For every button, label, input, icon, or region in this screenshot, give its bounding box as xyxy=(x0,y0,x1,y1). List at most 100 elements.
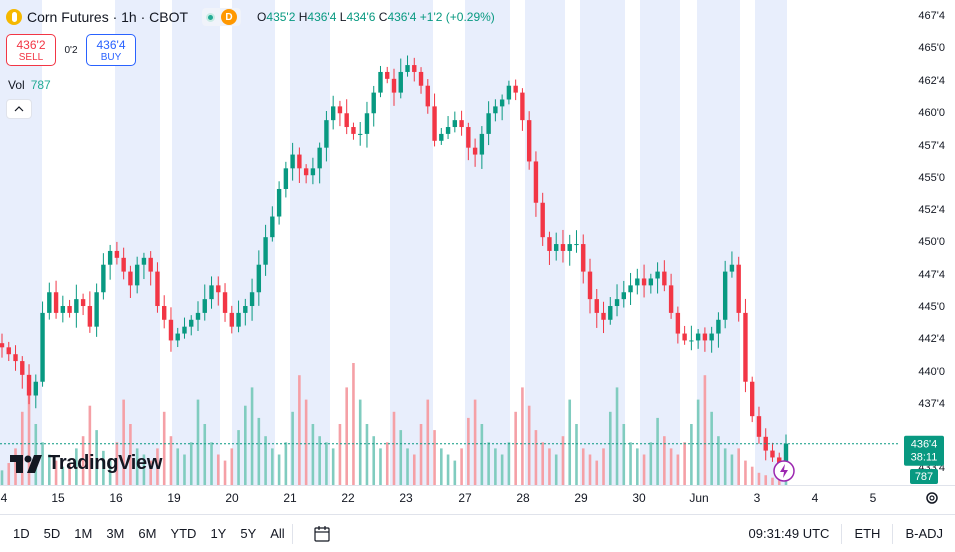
candle-body xyxy=(297,154,302,169)
time-tick-label: 3 xyxy=(754,491,761,505)
trade-buttons: 436'2 SELL 0'2 436'4 BUY xyxy=(6,34,136,66)
go-to-date-button[interactable] xyxy=(309,525,335,543)
candle-body xyxy=(189,319,194,327)
volume-bar xyxy=(122,399,125,485)
volume-bar xyxy=(453,460,457,485)
status-pill[interactable]: D xyxy=(202,8,242,26)
candle-body xyxy=(493,106,498,114)
candle-body xyxy=(709,333,714,341)
symbol-logo-icon xyxy=(6,9,22,25)
tradingview-logo[interactable]: TradingView xyxy=(10,452,162,475)
range-1y[interactable]: 1Y xyxy=(210,526,227,541)
volume-bar xyxy=(487,442,490,485)
buy-button[interactable]: 436'4 BUY xyxy=(86,34,136,66)
volume-bar xyxy=(467,417,470,485)
current-price-tag: 436'438:11 xyxy=(904,435,944,466)
candle-body xyxy=(114,250,120,258)
candles xyxy=(0,55,789,477)
candle-body xyxy=(729,264,735,272)
volume-bar xyxy=(406,448,409,485)
volume-bar xyxy=(412,454,416,485)
volume-bar xyxy=(358,399,362,485)
volume-bar xyxy=(622,424,626,485)
volume-bar xyxy=(75,448,78,485)
volume-bar xyxy=(771,477,774,485)
candle-body xyxy=(148,257,153,272)
range-1d[interactable]: 1D xyxy=(13,526,30,541)
time-tick-label: Jun xyxy=(689,491,708,505)
volume-bar xyxy=(737,448,740,485)
time-tick-label: 4 xyxy=(1,491,8,505)
volume-bar xyxy=(345,387,348,485)
candle-body xyxy=(628,285,633,293)
volume-bar xyxy=(399,430,403,485)
range-5d[interactable]: 5D xyxy=(43,526,61,541)
candle-body xyxy=(74,299,79,313)
range-ytd[interactable]: YTD xyxy=(170,526,197,541)
utc-clock[interactable]: 09:31:49 UTC xyxy=(748,526,830,541)
volume-bar xyxy=(473,399,477,485)
volume-bar xyxy=(81,436,85,485)
candle-body xyxy=(668,285,674,313)
svg-text:436'4: 436'4 xyxy=(911,439,938,451)
candle-body xyxy=(756,416,762,437)
sell-button[interactable]: 436'2 SELL xyxy=(6,34,56,66)
candle-body xyxy=(330,106,336,121)
candle-body xyxy=(141,257,147,265)
time-tick-label: 19 xyxy=(167,491,181,505)
volume-bar xyxy=(784,481,788,485)
volume-bar xyxy=(27,387,31,485)
symbol-title[interactable]: Corn Futures · 1h · CBOT xyxy=(27,9,189,25)
price-tick-label: 450'0 xyxy=(918,236,945,248)
lightning-icon[interactable] xyxy=(773,460,795,482)
volume-bar xyxy=(527,405,531,485)
collapse-legend-button[interactable] xyxy=(6,99,32,119)
candle-body xyxy=(67,306,72,313)
divider xyxy=(291,523,293,544)
range-all[interactable]: All xyxy=(270,526,285,541)
candle-body xyxy=(445,127,451,134)
volume-bar xyxy=(223,460,227,485)
candle-body xyxy=(337,106,343,114)
range-5y[interactable]: 5Y xyxy=(240,526,257,541)
volume-bar xyxy=(656,417,659,485)
candle-body xyxy=(13,354,18,362)
calendar-icon xyxy=(314,525,330,542)
chart-settings-gear-icon[interactable] xyxy=(924,490,940,506)
volume-bar xyxy=(683,442,686,485)
candle-body xyxy=(412,65,417,72)
price-tick-label: 447'4 xyxy=(918,269,945,281)
volume-bar xyxy=(669,448,673,485)
session-band-3 xyxy=(232,0,275,485)
candle-body xyxy=(594,299,599,313)
volume-bar xyxy=(54,460,58,485)
volume-bar xyxy=(663,436,666,485)
session-band-7 xyxy=(525,0,565,485)
volume-bar xyxy=(311,424,315,485)
range-6m[interactable]: 6M xyxy=(138,526,157,541)
volume-bar xyxy=(480,424,484,485)
range-3m[interactable]: 3M xyxy=(106,526,125,541)
range-1m[interactable]: 1M xyxy=(74,526,93,541)
session-toggle[interactable]: ETH xyxy=(854,526,881,541)
candle-body xyxy=(418,71,424,86)
adjustment-toggle[interactable]: B-ADJ xyxy=(905,526,943,541)
volume-bar xyxy=(142,454,146,485)
candle-body xyxy=(209,285,214,300)
volume-bar xyxy=(41,442,44,485)
volume-bar xyxy=(460,448,463,485)
candle-body xyxy=(303,168,309,176)
volume-bar xyxy=(365,424,369,485)
time-tick-label: 23 xyxy=(399,491,413,505)
volume-bar xyxy=(257,417,261,485)
volume-bar xyxy=(156,448,159,485)
candle-body xyxy=(520,92,525,121)
candle-body xyxy=(614,299,620,307)
price-tick-label: 440'0 xyxy=(918,366,945,378)
volume-bar xyxy=(372,436,376,485)
price-change: +1'2 (+0.29%) xyxy=(419,10,495,24)
volume-bar xyxy=(636,448,639,485)
candle-body xyxy=(40,312,45,382)
